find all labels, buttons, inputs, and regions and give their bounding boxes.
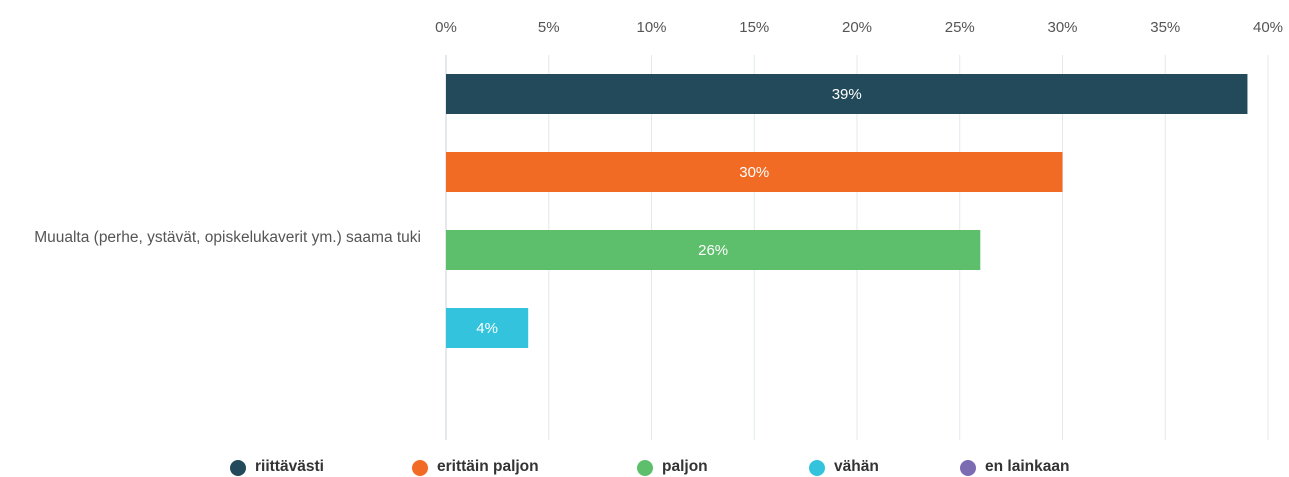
x-tick-label: 25% [945,19,975,36]
x-tick-label: 20% [842,19,872,36]
value-label: 26% [698,242,728,259]
value-label: 30% [739,164,769,181]
x-tick-label: 0% [435,19,457,36]
bar [446,308,529,348]
category-label: Muualta (perhe, ystävät, opiskelukaverit… [34,229,421,246]
legend-label: paljon [662,458,708,475]
x-tick-label: 15% [739,19,769,36]
legend-label: riittävästi [255,458,324,475]
x-tick-label: 30% [1047,19,1077,36]
legend-label: en lainkaan [985,458,1069,475]
legend-marker [809,460,825,476]
legend-marker [960,460,976,476]
legend-label: erittäin paljon [437,458,539,475]
bar [446,230,981,270]
legend-marker [230,460,246,476]
bar [446,74,1248,114]
x-tick-label: 35% [1150,19,1180,36]
legend-marker [637,460,653,476]
bar [446,152,1063,192]
x-tick-label: 40% [1253,19,1283,36]
legend-marker [412,460,428,476]
value-label: 4% [476,320,498,337]
x-tick-label: 10% [636,19,666,36]
legend-label: vähän [834,458,879,475]
x-tick-label: 5% [538,19,560,36]
value-label: 39% [832,86,862,103]
